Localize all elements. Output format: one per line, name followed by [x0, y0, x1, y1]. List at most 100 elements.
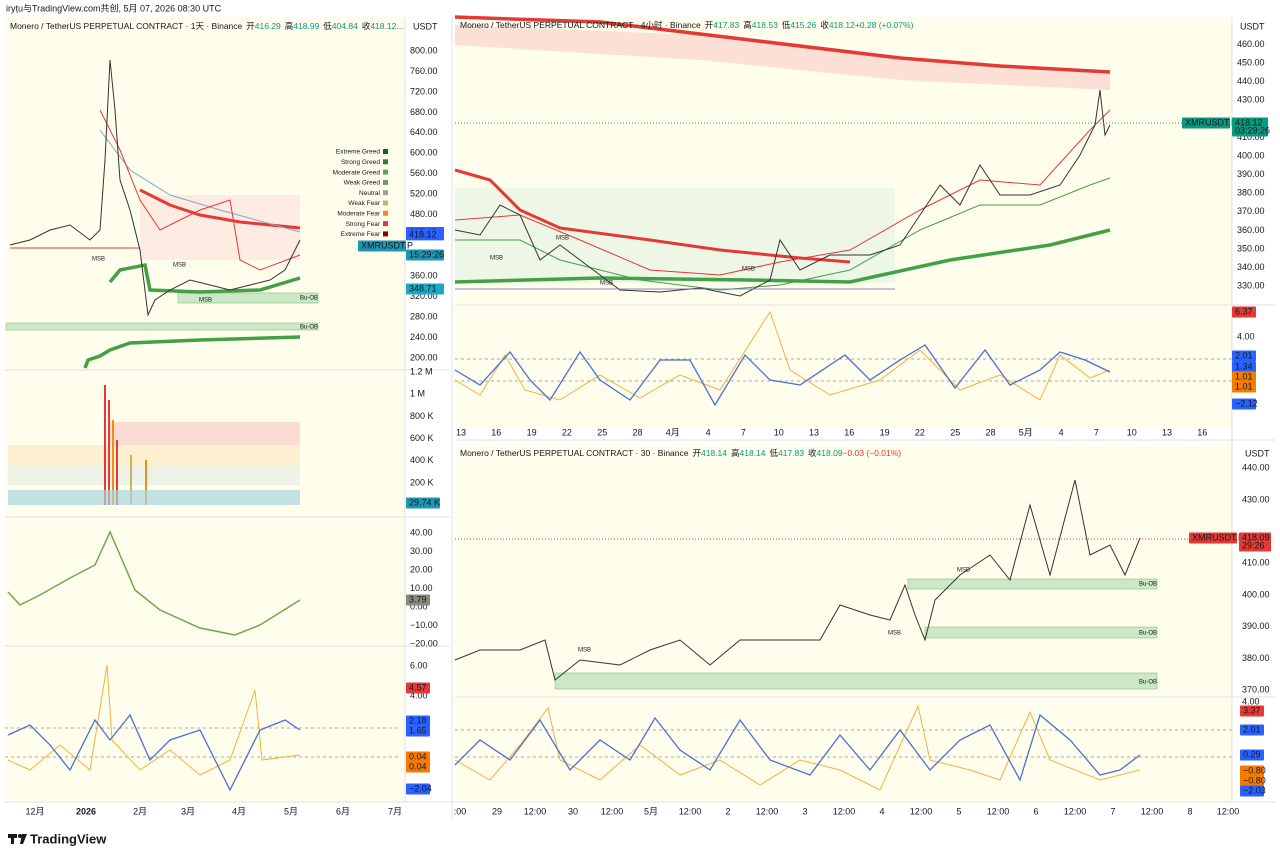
ohlc-value: 418.99 — [293, 21, 319, 31]
x-tick-label: 4月 — [232, 806, 246, 816]
price-tag-text: −2.12 — [1235, 398, 1258, 408]
x-tick-label: 10 — [774, 427, 784, 437]
ohlc-label: 低 — [782, 20, 791, 30]
price-tag-text: −2.04 — [409, 783, 432, 793]
y-tick-label: 10.00 — [410, 583, 433, 593]
x-tick-label: 2026 — [76, 806, 96, 816]
currency-label: USDT — [1245, 448, 1270, 458]
annotation: Bu-OB — [300, 325, 318, 331]
price-tag — [406, 682, 430, 694]
x-tick-label: :00 — [454, 806, 467, 816]
x-tick-label: 6 — [1033, 806, 1038, 816]
x-tick-label: 5月 — [1019, 427, 1033, 437]
y-tick-label: 520.00 — [410, 189, 438, 199]
price-tag-text: XMRUSDT.P — [1192, 532, 1244, 542]
y-tick-label: 360.00 — [1237, 225, 1265, 235]
x-tick-label: 16 — [844, 427, 854, 437]
y-tick-label: 20.00 — [410, 564, 433, 574]
y-tick-label: −10.00 — [410, 620, 438, 630]
price-tag-text: −0.80 — [1243, 765, 1266, 775]
price-tag-text: 29:26 — [1242, 540, 1265, 550]
x-tick-label: 22 — [562, 427, 572, 437]
x-tick-label: 5月 — [284, 806, 298, 816]
x-tick-label: 10 — [1127, 427, 1137, 437]
price-tag-text: 4.57 — [409, 682, 427, 692]
left-osc1-line — [7, 530, 301, 636]
y-tick-label: 4.00 — [1237, 331, 1255, 341]
price-tag — [1189, 532, 1237, 544]
chart-title: Monero / TetherUS PERPETUAL CONTRACT · 1… — [10, 21, 403, 31]
ohlc-label: 收 — [362, 21, 371, 31]
y-tick-label: 280.00 — [410, 311, 438, 321]
x-tick-label: 12:00 — [1217, 806, 1240, 816]
pane-separators — [5, 17, 1275, 820]
x-tick-label: 19 — [880, 427, 890, 437]
price-tag-text: 0.04 — [409, 751, 427, 761]
ohlc-value: 418.12... — [370, 21, 403, 31]
y-tick-label: 360.00 — [410, 271, 438, 281]
ohlc-value: 418.09 — [817, 448, 843, 458]
price-tag — [406, 229, 444, 241]
ohlc-value: 418.14 — [701, 448, 727, 458]
y-tick-label: 640.00 — [410, 127, 438, 137]
legend-swatch — [383, 179, 388, 185]
ohlc-value: 417.83 — [778, 448, 804, 458]
y-tick-label: −20.00 — [410, 638, 438, 648]
y-tick-label: 800 K — [410, 411, 434, 421]
price-tag — [1240, 775, 1264, 787]
x-tick-label: 16 — [1197, 427, 1207, 437]
x-tick-label: 4 — [1059, 427, 1064, 437]
y-tick-label: 410.00 — [1242, 558, 1270, 568]
x-tick-label: 28 — [985, 427, 995, 437]
y-tick-label: 240.00 — [410, 332, 438, 342]
y-tick-label: 390.00 — [1237, 169, 1265, 179]
legend-swatch — [383, 159, 388, 165]
x-tick-label: 12:00 — [524, 806, 547, 816]
y-tick-label: 450.00 — [1237, 57, 1265, 67]
price-tag-text: 29.74 K — [409, 497, 440, 507]
ohlc-label: 开 — [246, 21, 255, 31]
price-tag-text: 348.71 — [409, 283, 437, 293]
ohlc-label: 收 — [820, 20, 829, 30]
y-tick-label: 760.00 — [410, 66, 438, 76]
ohlc-label: 收 — [808, 448, 817, 458]
y-tick-label: 330.00 — [1237, 281, 1265, 291]
ohlc-label: 高 — [731, 448, 740, 458]
price-tag-text: XMRUSDT.P — [1185, 117, 1237, 127]
tv-logo — [8, 834, 27, 844]
price-tag-text: 0.04 — [409, 761, 427, 771]
price-tag-text: 418.12 — [1235, 117, 1263, 127]
x-tick-label: 12:00 — [679, 806, 702, 816]
price-tag-text: 2.01 — [1243, 724, 1261, 734]
y-tick-label: 720.00 — [410, 86, 438, 96]
price-tag — [1182, 117, 1230, 129]
price-tag-text: −0.80 — [1243, 775, 1266, 785]
y-tick-label: 400.00 — [1237, 150, 1265, 160]
legend-swatch — [383, 169, 388, 175]
annotation: MSB — [957, 568, 970, 574]
legend-swatch — [383, 190, 388, 196]
legend-label: Neutral — [359, 190, 381, 197]
price-tag-text: 2.01 — [1235, 350, 1253, 360]
y-tick-label: 800.00 — [410, 45, 438, 55]
right-bottom-plot-bg — [455, 445, 1232, 802]
x-tick-label: 12:00 — [910, 806, 933, 816]
currency-label: USDT — [413, 21, 438, 31]
y-tick-label: 600.00 — [410, 148, 438, 158]
footer-brand: TradingView — [30, 831, 107, 846]
ohlc-label: 低 — [323, 21, 332, 31]
annotation: MSB — [556, 236, 569, 242]
y-tick-label: 380.00 — [1242, 653, 1270, 663]
y-tick-label: 40.00 — [410, 527, 433, 537]
price-tag — [406, 497, 440, 509]
y-tick-label: 200.00 — [410, 352, 438, 362]
x-tick-label: 13 — [1162, 427, 1172, 437]
ohlc-label: 开 — [692, 448, 701, 458]
x-tick-label: 7 — [1110, 806, 1115, 816]
y-tick-label: 6.00 — [410, 660, 428, 670]
price-tag — [1240, 749, 1264, 761]
ohlc-value: 416.29 — [255, 21, 281, 31]
legend-label: Extreme Fear — [341, 231, 381, 238]
price-tag — [406, 783, 430, 795]
